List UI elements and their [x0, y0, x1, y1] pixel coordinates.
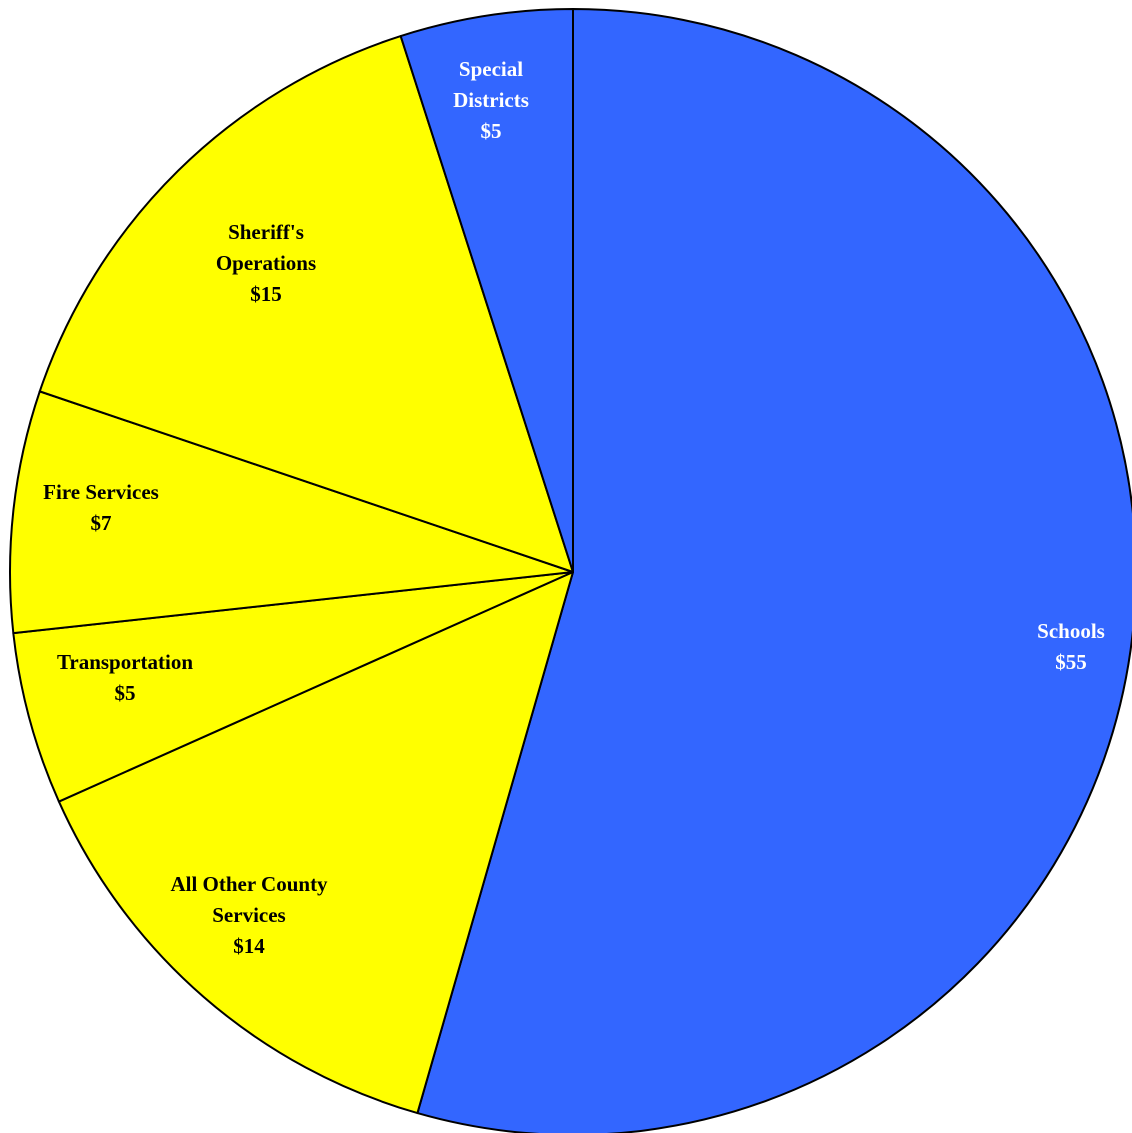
- pie-labels: Schools $55 All Other County Services $14 Tra…: [43, 57, 1105, 958]
- slice-name-label: Sheriff's: [228, 220, 304, 244]
- pie-slice: [57, 571, 574, 1115]
- pie-slice: [38, 35, 574, 573]
- slice-name-label: Fire Services: [43, 480, 159, 504]
- slice-name-label: All Other County: [170, 872, 328, 896]
- slice-value-label: $5: [115, 681, 136, 705]
- slice-label: Schools $55: [1037, 619, 1105, 674]
- slice-name-label: Districts: [453, 88, 529, 112]
- pie-slices: [9, 8, 1132, 1133]
- pie-slice: [9, 390, 574, 635]
- slice-label: All Other County Services $14: [170, 872, 328, 958]
- slice-name-label: Services: [212, 903, 285, 927]
- slice-name-label: Operations: [216, 251, 316, 275]
- slice-label: Transportation $5: [57, 650, 193, 705]
- slice-name-label: Special: [459, 57, 523, 81]
- pie-slice: [399, 8, 574, 573]
- slice-label: Special Districts $5: [453, 57, 529, 143]
- slice-value-label: $14: [233, 934, 265, 958]
- pie-slice: [416, 8, 1132, 1133]
- slice-value-label: $55: [1055, 650, 1087, 674]
- slice-value-label: $15: [250, 282, 282, 306]
- slice-name-label: Transportation: [57, 650, 193, 674]
- slice-value-label: $7: [91, 511, 112, 535]
- slice-label: Fire Services $7: [43, 480, 159, 535]
- pie-slice: [12, 571, 574, 803]
- slice-name-label: Schools: [1037, 619, 1105, 643]
- slice-label: Sheriff's Operations $15: [216, 220, 316, 306]
- slice-value-label: $5: [481, 119, 502, 143]
